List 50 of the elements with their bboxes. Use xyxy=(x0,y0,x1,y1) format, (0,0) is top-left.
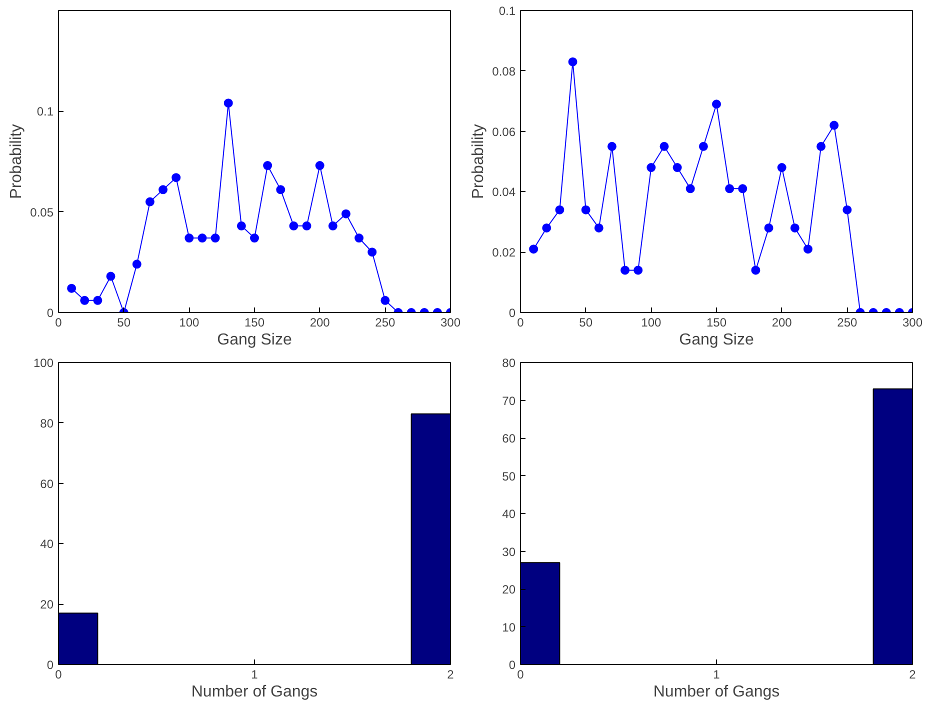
y-tick-label: 0.05 xyxy=(30,205,54,220)
x-tick-label: 0 xyxy=(55,316,62,330)
x-tick-label: 150 xyxy=(244,316,265,330)
y-tick-label: 80 xyxy=(502,356,516,370)
x-tick-label: 0 xyxy=(517,316,524,330)
y-tick-label: 0 xyxy=(46,658,54,672)
y-tick-label: 30 xyxy=(502,544,516,559)
x-tick-label: 1 xyxy=(713,668,720,682)
x-tick-label: 150 xyxy=(706,316,727,330)
x-axis-title: Number of Gangs xyxy=(653,684,780,700)
x-tick-label: 2 xyxy=(447,668,454,682)
x-axis-title: Gang Size xyxy=(679,332,754,348)
x-tick-label: 1 xyxy=(251,668,258,682)
x-tick-label: 250 xyxy=(375,316,396,330)
y-axis-title: Probability xyxy=(8,124,26,199)
y-tick-label: 40 xyxy=(502,507,516,521)
y-tick-label: 60 xyxy=(502,432,516,446)
x-tick-label: 100 xyxy=(179,316,200,330)
y-tick-label: 0 xyxy=(508,658,516,672)
y-tick-label: 50 xyxy=(502,469,516,484)
y-tick-label: 0.06 xyxy=(492,124,516,139)
y-tick-label: 0.1 xyxy=(498,4,516,18)
y-tick-label: 40 xyxy=(40,537,54,552)
y-tick-label: 70 xyxy=(502,394,516,408)
y-tick-label: 20 xyxy=(40,598,54,612)
x-tick-label: 0 xyxy=(55,668,62,682)
x-axis-title: Gang Size xyxy=(217,332,292,348)
y-tick-label: 0.04 xyxy=(492,185,516,200)
x-tick-label: 100 xyxy=(641,316,662,330)
y-tick-label: 100 xyxy=(33,356,54,370)
y-tick-label: 0.1 xyxy=(36,104,54,119)
x-tick-label: 300 xyxy=(440,316,461,330)
x-tick-label: 50 xyxy=(579,316,593,330)
y-tick-label: 80 xyxy=(40,416,54,430)
y-tick-label: 0 xyxy=(46,306,54,320)
x-tick-label: 300 xyxy=(902,316,923,330)
y-tick-label: 10 xyxy=(502,620,516,634)
y-tick-label: 20 xyxy=(502,582,516,596)
y-tick-label: 0.08 xyxy=(492,64,516,78)
x-tick-label: 2 xyxy=(909,668,916,682)
y-tick-label: 60 xyxy=(40,476,54,491)
y-tick-label: 0 xyxy=(508,306,516,320)
x-axis-title: Number of Gangs xyxy=(191,684,318,700)
x-tick-label: 250 xyxy=(837,316,858,330)
y-tick-label: 0.02 xyxy=(492,246,516,260)
x-tick-label: 50 xyxy=(117,316,131,330)
x-tick-label: 200 xyxy=(310,316,330,330)
x-tick-label: 200 xyxy=(772,316,792,330)
x-tick-label: 0 xyxy=(517,668,524,682)
y-axis-title: Probability xyxy=(470,124,488,199)
